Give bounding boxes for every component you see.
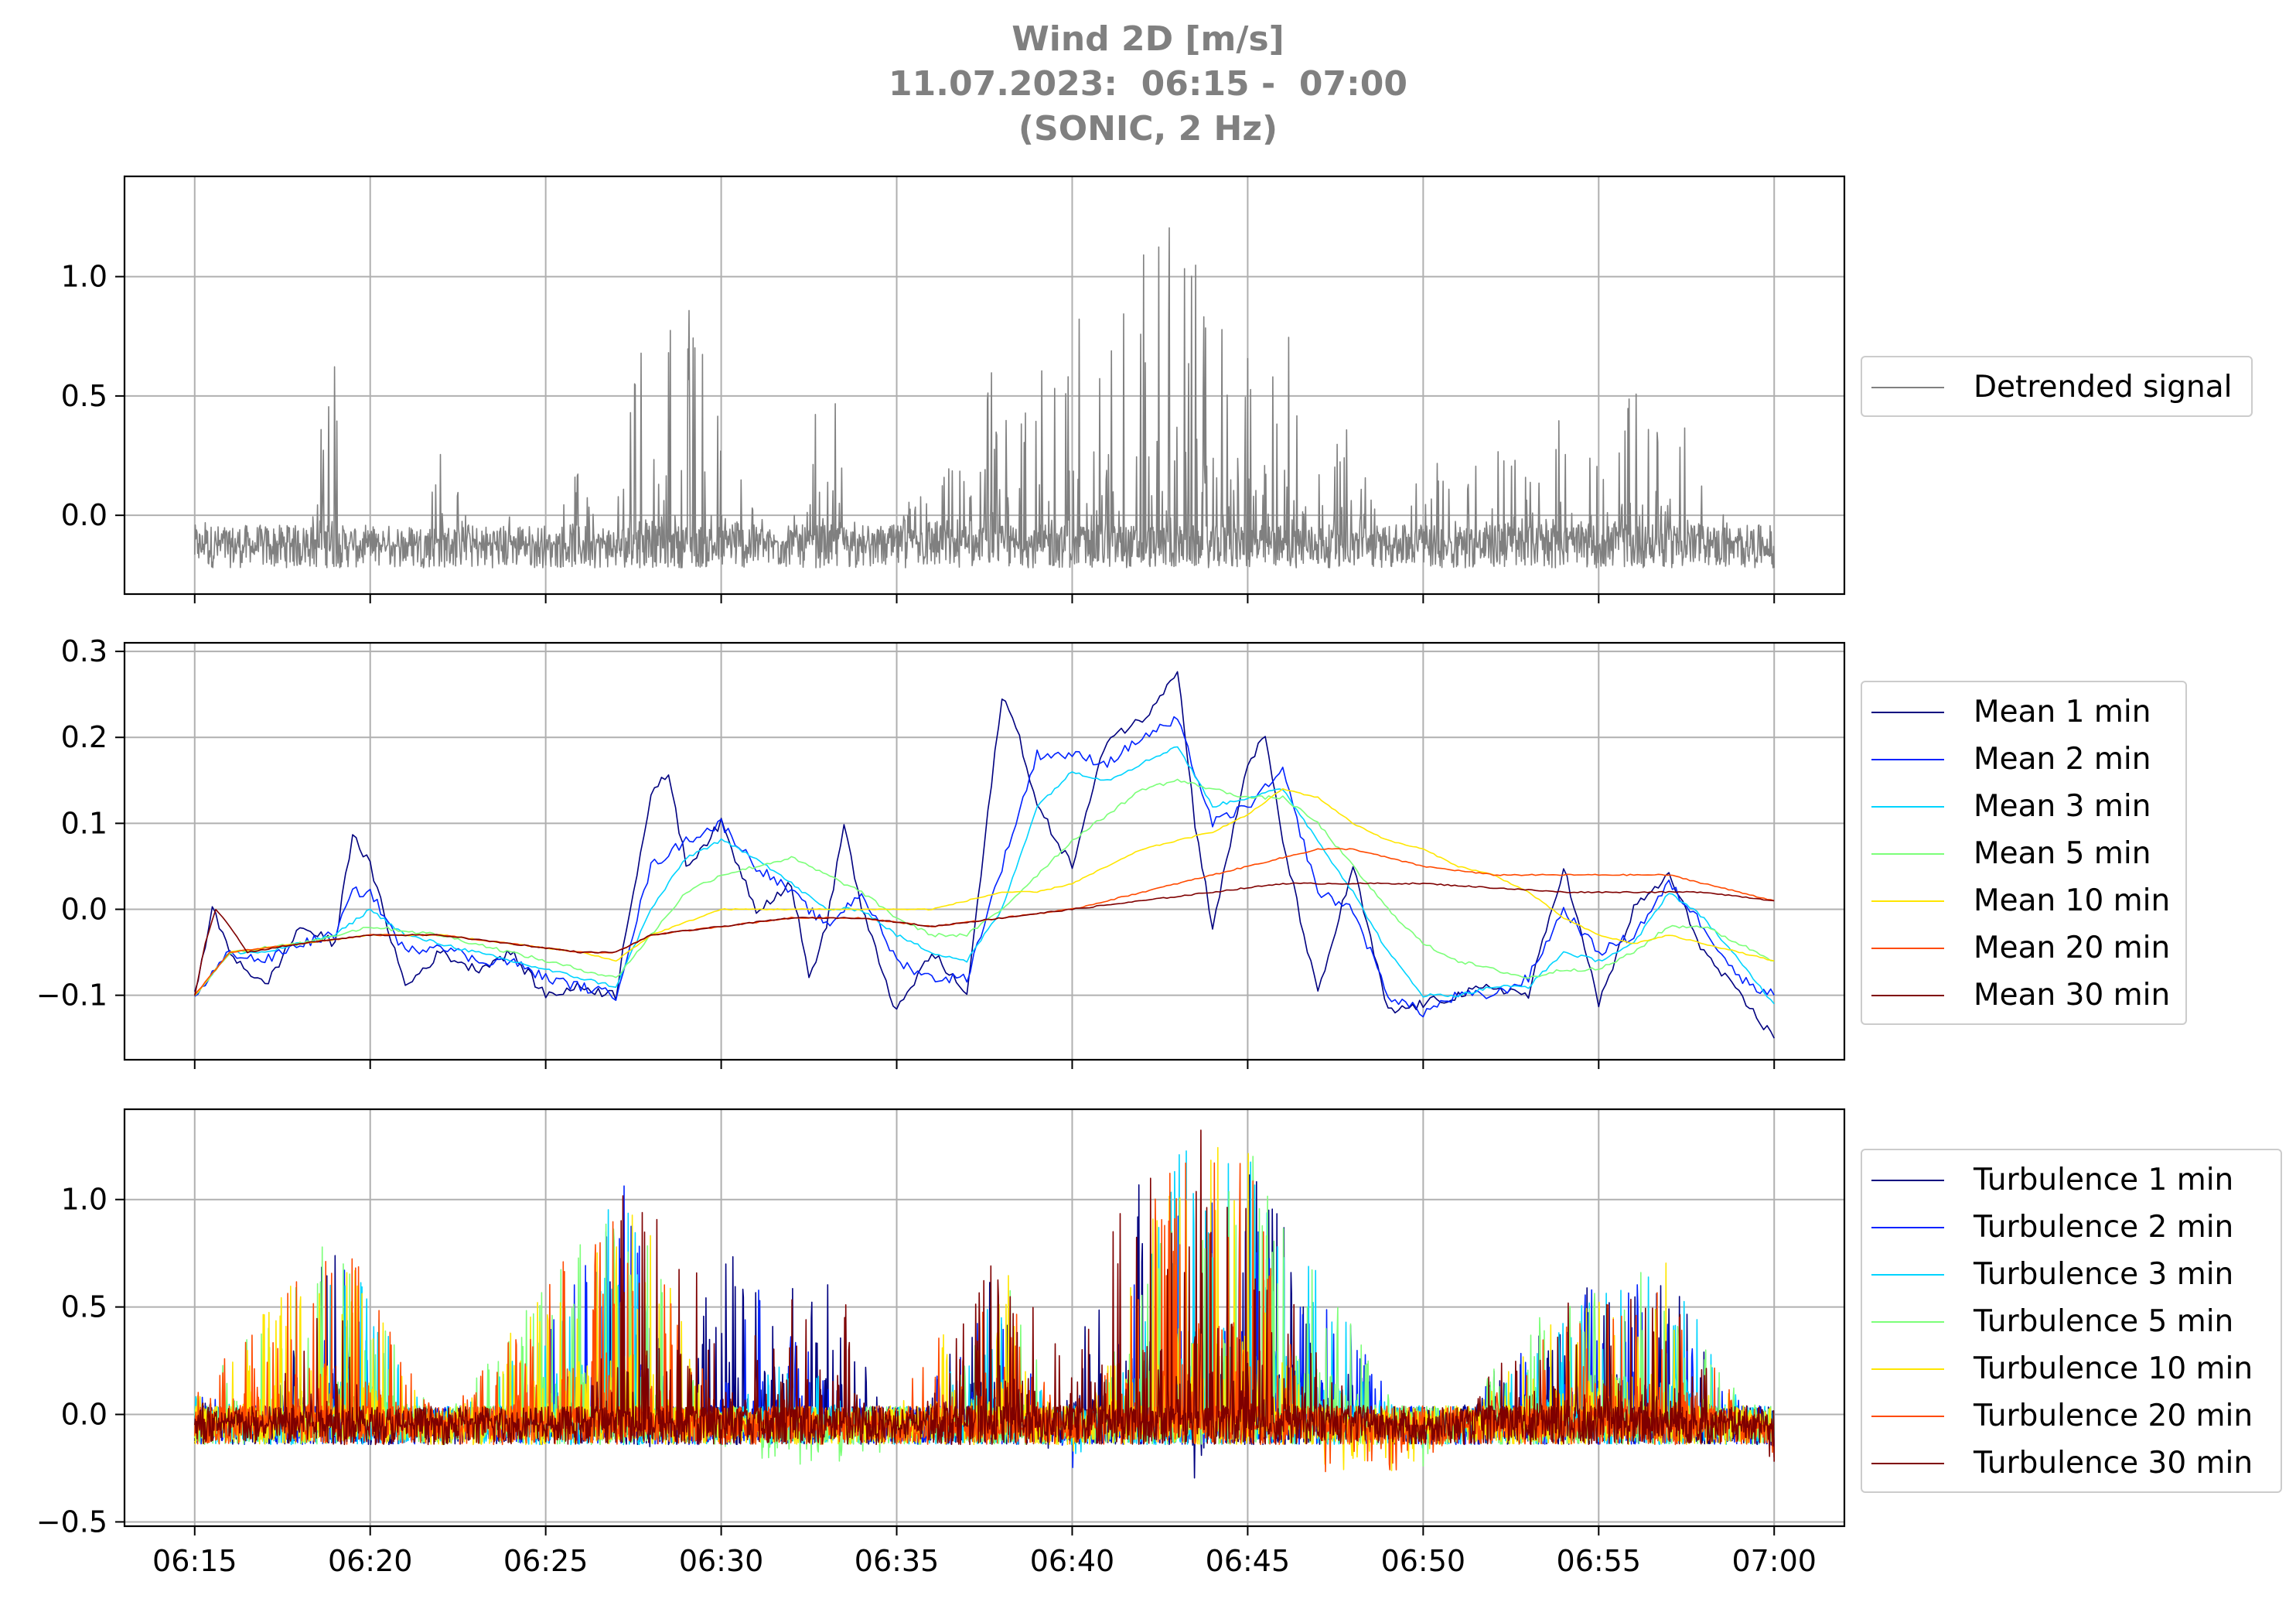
y-tick-label: 0.3 xyxy=(61,634,107,668)
legend-label: Turbulence 20 min xyxy=(1974,1399,2253,1433)
y-tick-label: 1.0 xyxy=(61,260,107,294)
series-line-mean-1-min xyxy=(194,671,1775,1039)
legend-label: Mean 20 min xyxy=(1974,931,2171,965)
legend-swatch xyxy=(1871,1179,1944,1181)
panel-middle: −0.1 0.0 0.1 0.2 0.3 xyxy=(36,634,1846,1069)
legend-entry-mean-20-min: Mean 20 min xyxy=(1871,924,2173,972)
series-line-mean-30-min xyxy=(194,882,1775,996)
chart-title-line-1: Wind 2D [m/s] xyxy=(1012,19,1284,59)
legend-entry-turbulence-1-min: Turbulence 1 min xyxy=(1871,1156,2268,1204)
chart-title: Wind 2D [m/s] 11.07.2023: 06:15 - 07:00 … xyxy=(0,17,2296,152)
x-tick-label: 06:40 xyxy=(1030,1544,1115,1578)
chart-title-line-2: 11.07.2023: 06:15 - 07:00 xyxy=(889,64,1407,104)
legend-swatch xyxy=(1871,711,1944,713)
x-tick-label: 06:15 xyxy=(152,1544,237,1578)
y-tick-label: −0.1 xyxy=(36,979,107,1013)
legend-label: Turbulence 5 min xyxy=(1974,1304,2234,1339)
series-line-mean-2-min xyxy=(194,716,1775,1018)
legend-swatch xyxy=(1871,947,1944,949)
legend-label: Detrended signal xyxy=(1974,370,2233,405)
legend-swatch xyxy=(1871,1415,1944,1417)
legend-swatch xyxy=(1871,900,1944,902)
legend-label: Mean 1 min xyxy=(1974,695,2151,729)
series-line-turbulence-30-min xyxy=(194,1129,1775,1462)
legend-swatch xyxy=(1871,1320,1944,1323)
y-tick-label: 0.0 xyxy=(61,1398,107,1432)
y-tick-label: 0.1 xyxy=(61,806,107,840)
y-tick-label: −0.5 xyxy=(36,1505,107,1539)
x-tick-label: 06:50 xyxy=(1381,1544,1466,1578)
axes-frame xyxy=(123,175,1846,596)
legend-swatch xyxy=(1871,758,1944,760)
legend-label: Mean 2 min xyxy=(1974,742,2151,777)
legend-label: Mean 3 min xyxy=(1974,789,2151,824)
legend-entry-turbulence-5-min: Turbulence 5 min xyxy=(1871,1298,2268,1345)
axes-frame xyxy=(123,1108,1846,1528)
legend-label: Mean 10 min xyxy=(1974,883,2171,918)
chart-title-line-3: (SONIC, 2 Hz) xyxy=(1018,109,1278,149)
legend-swatch xyxy=(1871,1368,1944,1370)
panel-bottom: −0.5 0.0 0.5 1.0 06:15 06:20 06:25 06:30 06:35 06… xyxy=(36,1108,1846,1578)
legend-entry-detrended-signal: Detrended signal xyxy=(1871,364,2239,411)
x-tick-label: 06:30 xyxy=(679,1544,764,1578)
legend-entry-turbulence-10-min: Turbulence 10 min xyxy=(1871,1345,2268,1392)
series-line-detrended-signal xyxy=(194,227,1775,569)
x-tick-label: 06:35 xyxy=(855,1544,940,1578)
series-group xyxy=(194,671,1775,1039)
legend-entry-mean-5-min: Mean 5 min xyxy=(1871,830,2173,877)
x-tick-label: 06:25 xyxy=(503,1544,588,1578)
series-line-mean-20-min xyxy=(194,848,1775,996)
legend-label: Turbulence 2 min xyxy=(1974,1210,2234,1245)
series-line-mean-3-min xyxy=(194,746,1775,1005)
y-tick-label: 0.5 xyxy=(61,1290,107,1324)
legend-entry-turbulence-30-min: Turbulence 30 min xyxy=(1871,1440,2268,1487)
legend-entry-mean-10-min: Mean 10 min xyxy=(1871,877,2173,924)
legend-entry-turbulence-3-min: Turbulence 3 min xyxy=(1871,1251,2268,1298)
legend-entry-mean-1-min: Mean 1 min xyxy=(1871,688,2173,736)
y-tick-label: 0.0 xyxy=(61,893,107,927)
y-tick-label: 0.0 xyxy=(61,498,107,532)
panel-top: 0.0 0.5 1.0 xyxy=(61,175,1846,603)
legend-swatch xyxy=(1871,852,1944,855)
legend-swatch xyxy=(1871,994,1944,996)
legend-middle: Mean 1 min Mean 2 min Mean 3 min Mean 5 min… xyxy=(1861,681,2187,1025)
axes-frame xyxy=(123,641,1846,1061)
legend-entry-mean-30-min: Mean 30 min xyxy=(1871,972,2173,1019)
legend-swatch xyxy=(1871,1226,1944,1228)
legend-label: Turbulence 30 min xyxy=(1974,1446,2253,1481)
legend-label: Turbulence 1 min xyxy=(1974,1163,2234,1197)
series-line-mean-5-min xyxy=(194,778,1775,995)
legend-entry-turbulence-2-min: Turbulence 2 min xyxy=(1871,1204,2268,1251)
legend-entry-mean-2-min: Mean 2 min xyxy=(1871,736,2173,783)
legend-swatch xyxy=(1871,1462,1944,1464)
x-tick-label: 07:00 xyxy=(1731,1544,1817,1578)
legend-swatch xyxy=(1871,1273,1944,1276)
y-tick-label: 0.2 xyxy=(61,720,107,754)
legend-top: Detrended signal xyxy=(1861,356,2253,417)
series-group xyxy=(194,227,1775,569)
legend-swatch xyxy=(1871,386,1944,388)
y-tick-label: 1.0 xyxy=(61,1183,107,1217)
series-group xyxy=(194,1129,1775,1479)
legend-label: Mean 5 min xyxy=(1974,836,2151,871)
x-tick-label: 06:45 xyxy=(1206,1544,1291,1578)
x-tick-label: 06:20 xyxy=(328,1544,413,1578)
legend-entry-turbulence-20-min: Turbulence 20 min xyxy=(1871,1392,2268,1440)
legend-label: Turbulence 3 min xyxy=(1974,1257,2234,1292)
x-tick-label: 06:55 xyxy=(1557,1544,1642,1578)
legend-swatch xyxy=(1871,805,1944,808)
legend-label: Turbulence 10 min xyxy=(1974,1351,2253,1386)
y-tick-label: 0.5 xyxy=(61,379,107,413)
legend-entry-mean-3-min: Mean 3 min xyxy=(1871,783,2173,830)
legend-bottom: Turbulence 1 min Turbulence 2 min Turbulen… xyxy=(1861,1149,2282,1493)
legend-label: Mean 30 min xyxy=(1974,978,2171,1013)
